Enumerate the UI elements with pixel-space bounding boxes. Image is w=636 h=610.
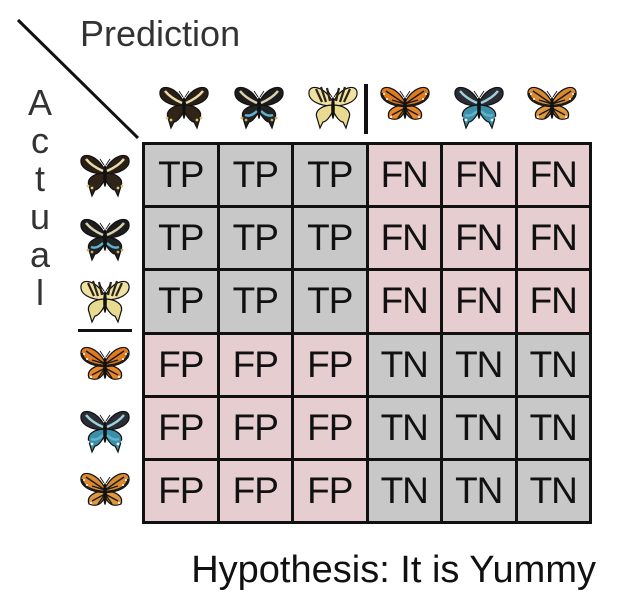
column-blue-swallowtail-butterfly-icon	[452, 82, 506, 130]
confusion-matrix-grid: TP TP TP FN FN FN TP TP TP FN FN FN TP TP TP FN FN FN FP FP…	[142, 142, 592, 524]
matrix-cell-tp: TP	[219, 145, 291, 206]
hypothesis-caption: Hypothesis: It is Yummy	[191, 549, 596, 591]
matrix-cell-tp: TP	[145, 208, 217, 269]
matrix-cell-fn: FN	[517, 271, 589, 332]
actual-label-letter: a	[29, 234, 51, 275]
actual-label-letter: u	[29, 196, 51, 237]
row-group-divider	[78, 329, 132, 332]
matrix-cell-fn: FN	[443, 145, 515, 206]
column-swallowtail-black-butterfly-icon	[232, 82, 286, 130]
prediction-axis-label: Prediction	[80, 13, 241, 54]
column-swallowtail-yellow-butterfly-icon	[306, 82, 360, 130]
matrix-cell-tn: TN	[443, 334, 515, 395]
row-monarch-butterfly-icon	[78, 342, 132, 390]
matrix-cell-tp: TP	[145, 271, 217, 332]
matrix-cell-fp: FP	[294, 334, 366, 395]
row-swallowtail-dark-butterfly-icon	[78, 150, 132, 198]
matrix-cell-fn: FN	[368, 208, 440, 269]
matrix-cell-fp: FP	[219, 397, 291, 458]
matrix-cell-tp: TP	[219, 271, 291, 332]
matrix-cell-tp: TP	[294, 271, 366, 332]
matrix-cell-fp: FP	[145, 397, 217, 458]
diagonal-divider-line	[16, 18, 140, 140]
column-swallowtail-dark-butterfly-icon	[157, 82, 211, 130]
row-viceroy-butterfly-icon	[78, 468, 132, 516]
matrix-cell-tp: TP	[219, 208, 291, 269]
matrix-cell-fn: FN	[368, 271, 440, 332]
matrix-cell-tn: TN	[443, 397, 515, 458]
matrix-cell-fp: FP	[145, 334, 217, 395]
matrix-cell-fp: FP	[294, 460, 366, 521]
matrix-cell-tn: TN	[443, 460, 515, 521]
matrix-cell-fp: FP	[219, 460, 291, 521]
matrix-cell-tn: TN	[517, 334, 589, 395]
column-viceroy-butterfly-icon	[525, 82, 579, 130]
matrix-cell-fn: FN	[443, 208, 515, 269]
row-swallowtail-black-butterfly-icon	[78, 214, 132, 262]
matrix-cell-fn: FN	[443, 271, 515, 332]
matrix-cell-fn: FN	[368, 145, 440, 206]
row-swallowtail-yellow-butterfly-icon	[78, 276, 132, 324]
matrix-cell-fp: FP	[219, 334, 291, 395]
matrix-cell-tn: TN	[517, 460, 589, 521]
column-monarch-butterfly-icon	[378, 82, 432, 130]
matrix-cell-fn: FN	[517, 208, 589, 269]
column-group-divider	[364, 84, 368, 134]
matrix-cell-tp: TP	[294, 145, 366, 206]
matrix-cell-tp: TP	[294, 208, 366, 269]
matrix-cell-fp: FP	[294, 397, 366, 458]
matrix-cell-tp: TP	[145, 145, 217, 206]
matrix-cell-tn: TN	[517, 397, 589, 458]
matrix-cell-tn: TN	[368, 334, 440, 395]
matrix-cell-fn: FN	[517, 145, 589, 206]
actual-label-letter: l	[36, 272, 44, 313]
actual-label-letter: t	[34, 158, 45, 199]
matrix-cell-tn: TN	[368, 397, 440, 458]
row-blue-swallowtail-butterfly-icon	[78, 406, 132, 454]
actual-label-letter: A	[27, 82, 52, 123]
matrix-cell-fp: FP	[145, 460, 217, 521]
matrix-cell-tn: TN	[368, 460, 440, 521]
actual-label-letter: c	[31, 120, 49, 161]
